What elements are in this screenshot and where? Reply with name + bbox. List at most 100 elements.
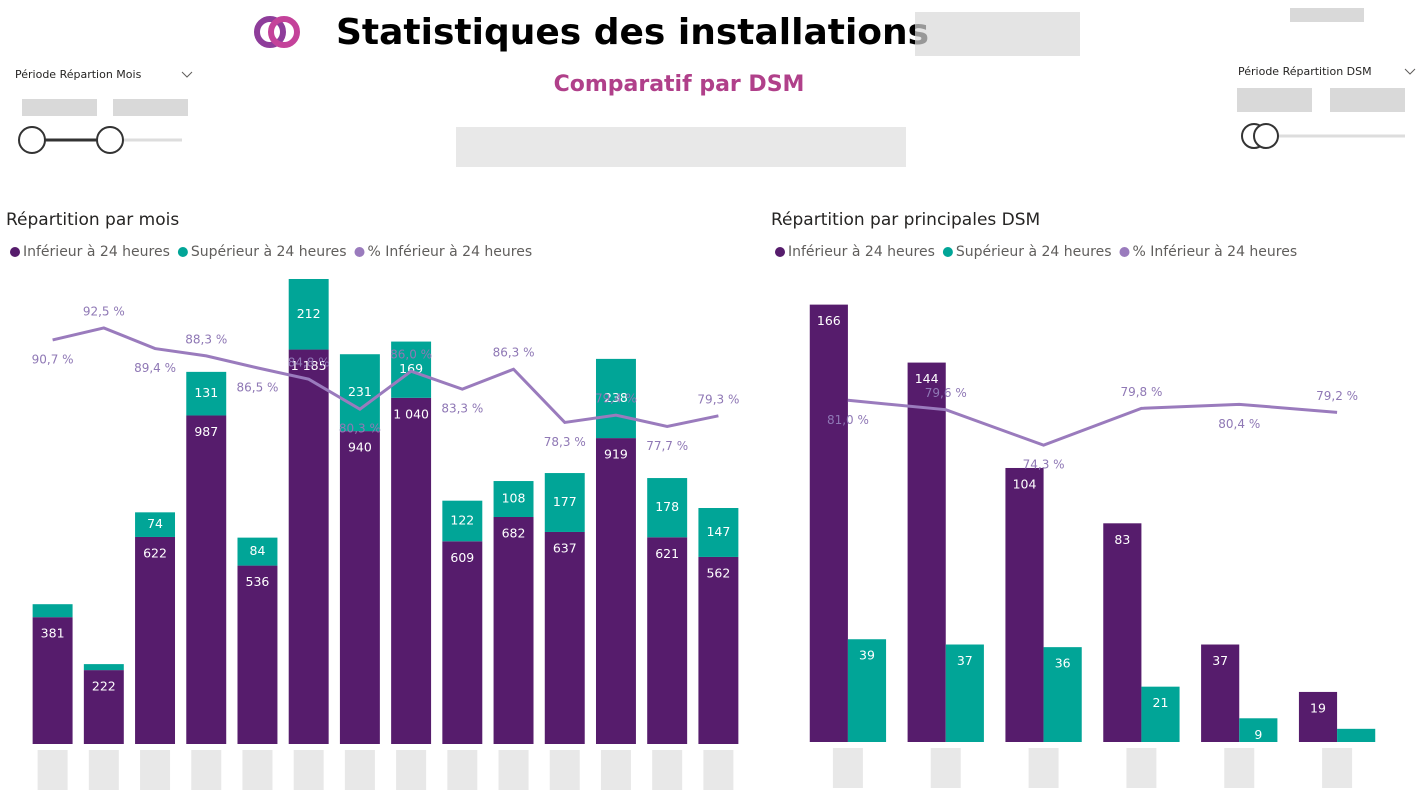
blurred-label [498,750,529,790]
blurred-label [1028,748,1059,788]
data-label: 86,3 % [493,346,535,360]
legend-marker [1119,247,1130,257]
slicer-input[interactable] [1237,88,1312,112]
data-label: 562 [706,565,730,580]
data-label: 622 [143,545,167,560]
data-label: 79,3 % [697,392,739,406]
data-label: 86,0 % [390,348,432,362]
bar [288,349,329,744]
legend-marker [177,247,188,257]
data-label: 212 [297,306,321,321]
slicer-input[interactable] [1330,88,1405,112]
bar [186,415,227,744]
bar [945,644,984,742]
data-label: 166 [817,313,841,328]
legend-label: Supérieur à 24 heures [956,244,1112,260]
data-label: 9 [1254,727,1262,742]
data-label: 122 [450,512,474,527]
slider-handle[interactable] [18,126,46,154]
bar [237,537,278,566]
legend-marker [354,247,365,257]
legend-marker [10,247,20,257]
blurred-label [447,750,478,790]
data-label: 231 [348,384,372,399]
slider-handle[interactable] [96,126,124,154]
blurred-text [915,12,1080,56]
data-label: 621 [655,546,679,561]
bar [595,438,636,744]
data-label: 83 [1114,532,1130,547]
bar [544,473,585,532]
blurred-label [242,750,273,790]
blurred-label [652,750,683,790]
bar [442,541,483,744]
data-label: 637 [553,540,577,555]
data-label: 80,4 % [1218,417,1260,431]
blurred-label [1224,748,1255,788]
slider-handle[interactable] [1253,123,1279,149]
bar [1239,718,1278,742]
blurred-label [344,750,375,790]
bar [288,278,329,350]
bar [32,604,73,618]
bar [847,639,887,742]
dropdown-icon[interactable] [1404,68,1416,75]
data-label: 79,8 % [1120,385,1162,399]
page-title: Statistiques des installations [336,12,929,53]
data-label: 178 [655,499,679,514]
blurred-label [191,750,222,790]
data-label: 147 [706,524,730,539]
bar [544,531,585,744]
data-label: 536 [246,574,270,589]
bar [698,556,739,744]
slicer-input[interactable] [113,99,188,116]
bar [1005,467,1044,742]
blurred-label [549,750,580,790]
bar [647,537,688,744]
data-label: 381 [41,626,65,641]
bar [186,371,227,416]
bar [32,617,73,744]
legend-label: Inférieur à 24 heures [788,244,935,260]
bar [83,664,124,671]
data-label: 682 [502,525,526,540]
data-label: 222 [92,679,116,694]
data-label: 74 [147,516,163,531]
slicer-label: Période Répartion Mois [15,68,142,81]
data-label: 39 [859,648,875,663]
bar [1298,691,1338,742]
bar [595,358,636,439]
bar [493,481,534,517]
legend-label: Inférieur à 24 heures [23,244,170,260]
legend-label: Supérieur à 24 heures [191,244,347,260]
blurred-label [396,750,427,790]
legend-marker [775,247,785,257]
data-label: 21 [1153,695,1169,710]
data-label: 79,2 % [1316,389,1358,403]
logo [254,16,286,48]
slicer-input[interactable] [22,99,97,116]
blurred-text [1290,8,1364,22]
data-label: 940 [348,440,372,455]
bar [493,516,534,744]
blurred-label [1322,748,1353,788]
page-subtitle: Comparatif par DSM [554,72,805,97]
blurred-label [37,750,68,790]
data-label: 919 [604,447,628,462]
chart-title: Répartition par principales DSM [771,210,1040,230]
bar [1201,644,1240,742]
bar [135,512,176,537]
bar [442,500,483,542]
data-label: 74,3 % [1023,458,1065,472]
data-label: 108 [502,491,526,506]
data-label: 36 [1055,656,1071,671]
data-label: 987 [194,424,218,439]
data-label: 19 [1310,700,1326,715]
dropdown-icon[interactable] [181,71,193,78]
blurred-label [140,750,171,790]
blurred-label [88,750,119,790]
data-label: 238 [604,390,628,405]
blurred-text [456,127,906,167]
legend-label: % Inférieur à 24 heures [1133,244,1298,260]
